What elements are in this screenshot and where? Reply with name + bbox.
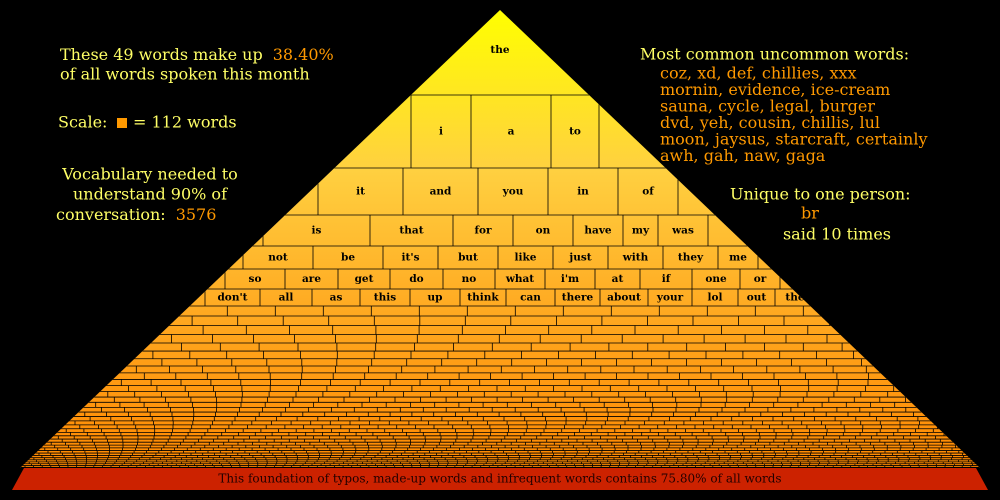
- word: are: [302, 273, 321, 285]
- uncommon-line: mornin, evidence, ice-cream: [660, 80, 890, 99]
- word: up: [428, 292, 443, 304]
- intro-line: These 49 words make up: [60, 45, 263, 64]
- scale-square: [117, 118, 127, 128]
- unique-word: br: [801, 204, 819, 223]
- word: and: [430, 186, 452, 198]
- word: of: [642, 186, 655, 198]
- uncommon-line: dvd, yeh, cousin, chillis, lul: [660, 113, 880, 132]
- word: all: [279, 292, 294, 304]
- scale-value: = 112 words: [133, 113, 237, 132]
- word: out: [747, 292, 767, 304]
- word: so: [249, 273, 262, 285]
- uncommon-line: awh, gah, naw, gaga: [660, 146, 826, 165]
- unique-count: said 10 times: [783, 225, 891, 244]
- word: is: [312, 225, 322, 237]
- intro-percent: 38.40%: [273, 45, 334, 64]
- word: lol: [708, 292, 723, 304]
- intro-line2: of all words spoken this month: [60, 65, 310, 84]
- word: about: [607, 292, 641, 304]
- vocab-value: 3576: [176, 205, 217, 224]
- uncommon-line: sauna, cycle, legal, burger: [660, 97, 875, 116]
- word: this: [374, 292, 396, 304]
- word: to: [569, 126, 581, 138]
- word: have: [584, 225, 612, 237]
- foundation-band: [12, 468, 988, 490]
- word: i: [439, 126, 443, 138]
- word: a: [508, 126, 515, 138]
- word: the: [490, 44, 509, 56]
- word: be: [341, 252, 355, 264]
- word: one: [705, 273, 727, 285]
- word: was: [671, 225, 694, 237]
- vocab-text: conversation:: [56, 205, 166, 224]
- word: not: [268, 252, 288, 264]
- uncommon-line: coz, xd, def, chillies, xxx: [660, 64, 857, 83]
- word: on: [536, 225, 551, 237]
- word: or: [754, 273, 767, 285]
- word: in: [577, 186, 589, 198]
- word: it: [356, 186, 365, 198]
- cell-borders: [20, 94, 980, 468]
- word: at: [612, 273, 624, 285]
- word: they: [678, 252, 704, 264]
- word: do: [409, 273, 423, 285]
- vocab-line: Vocabulary needed to: [61, 165, 238, 184]
- word: don't: [217, 292, 247, 304]
- unique-title: Unique to one person:: [730, 185, 911, 204]
- uncommon-title: Most common uncommon words:: [640, 45, 909, 64]
- word: just: [568, 252, 591, 264]
- word: think: [467, 292, 499, 304]
- word: for: [474, 225, 492, 237]
- word: can: [520, 292, 541, 304]
- word: that: [399, 225, 423, 237]
- word: no: [462, 273, 477, 285]
- word: with: [622, 252, 649, 264]
- word: i'm: [561, 273, 579, 285]
- word: if: [662, 273, 672, 285]
- pyramid: [20, 10, 980, 468]
- vocab-line: conversation: 3576: [56, 205, 216, 224]
- word: like: [515, 252, 537, 264]
- scale-label: Scale:: [58, 113, 107, 132]
- word: what: [505, 273, 534, 285]
- word: you: [502, 186, 524, 198]
- word: my: [632, 225, 650, 237]
- foundation-text: This foundation of typos, made-up words …: [218, 472, 781, 486]
- vocab-line: understand 90% of: [73, 185, 228, 204]
- word: it's: [402, 252, 420, 264]
- pyramid-cells: the i a to it and you in of is that for on have my was n…: [20, 44, 980, 468]
- uncommon-line: moon, jaysus, starcraft, certainly: [660, 130, 927, 149]
- word: there: [562, 292, 594, 304]
- word: but: [458, 252, 478, 264]
- word: your: [656, 292, 684, 304]
- intro-text: These 49 words make up 38.40%: [60, 45, 334, 64]
- word: as: [330, 292, 343, 304]
- word: me: [729, 252, 747, 264]
- word: get: [355, 273, 374, 285]
